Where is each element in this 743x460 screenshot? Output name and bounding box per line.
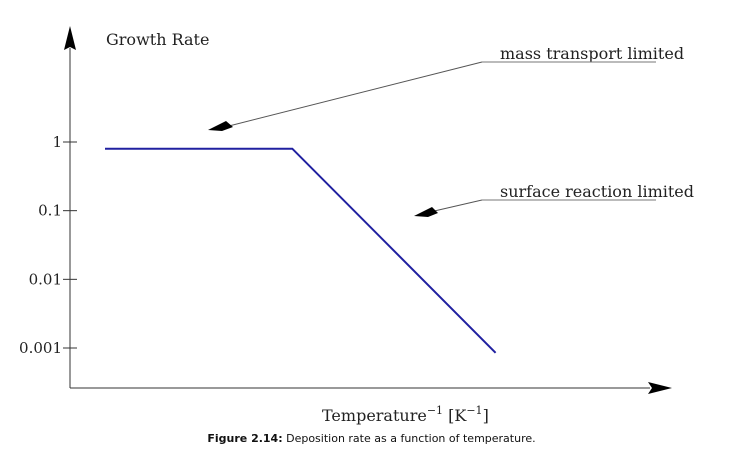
annotation-mass-transport-arrowhead-icon [208,121,233,131]
series-line [105,147,497,354]
annotation-surface-reaction-leader [429,199,483,213]
y-tick-label: 0.1 [38,202,62,220]
x-axis-arrow-icon [648,382,672,394]
x-axis-title-exp: −1 [427,404,443,417]
figure-caption: Figure 2.14: Deposition rate as a functi… [0,432,743,445]
y-axis-title: Growth Rate [106,30,209,49]
axes [64,26,672,394]
x-axis-title-base: Temperature [322,406,427,425]
y-ticks: 1 0.1 0.01 0.001 [19,133,77,357]
y-tick-label: 0.001 [19,339,62,357]
annotation-mass-transport-label: mass transport limited [500,44,684,63]
annotation-surface-reaction-arrowhead-icon [414,207,438,217]
annotation-mass-transport: mass transport limited [208,44,684,131]
y-tick-label: 0.01 [29,270,62,288]
x-axis-title-unit-post: ] [483,406,489,425]
annotation-mass-transport-leader [224,61,483,128]
x-axis-title-unit-exp: −1 [466,404,482,417]
annotation-surface-reaction-label: surface reaction limited [500,182,694,201]
figure-caption-text: Deposition rate as a function of tempera… [282,432,536,445]
figure-caption-label: Figure 2.14: [207,432,283,445]
y-tick-label: 1 [52,133,62,151]
x-axis-title-unit-pre: [K [448,406,467,425]
x-axis-title: Temperature−1 [K−1] [322,404,489,425]
annotation-surface-reaction: surface reaction limited [414,182,694,217]
y-axis-arrow-icon [64,26,76,50]
